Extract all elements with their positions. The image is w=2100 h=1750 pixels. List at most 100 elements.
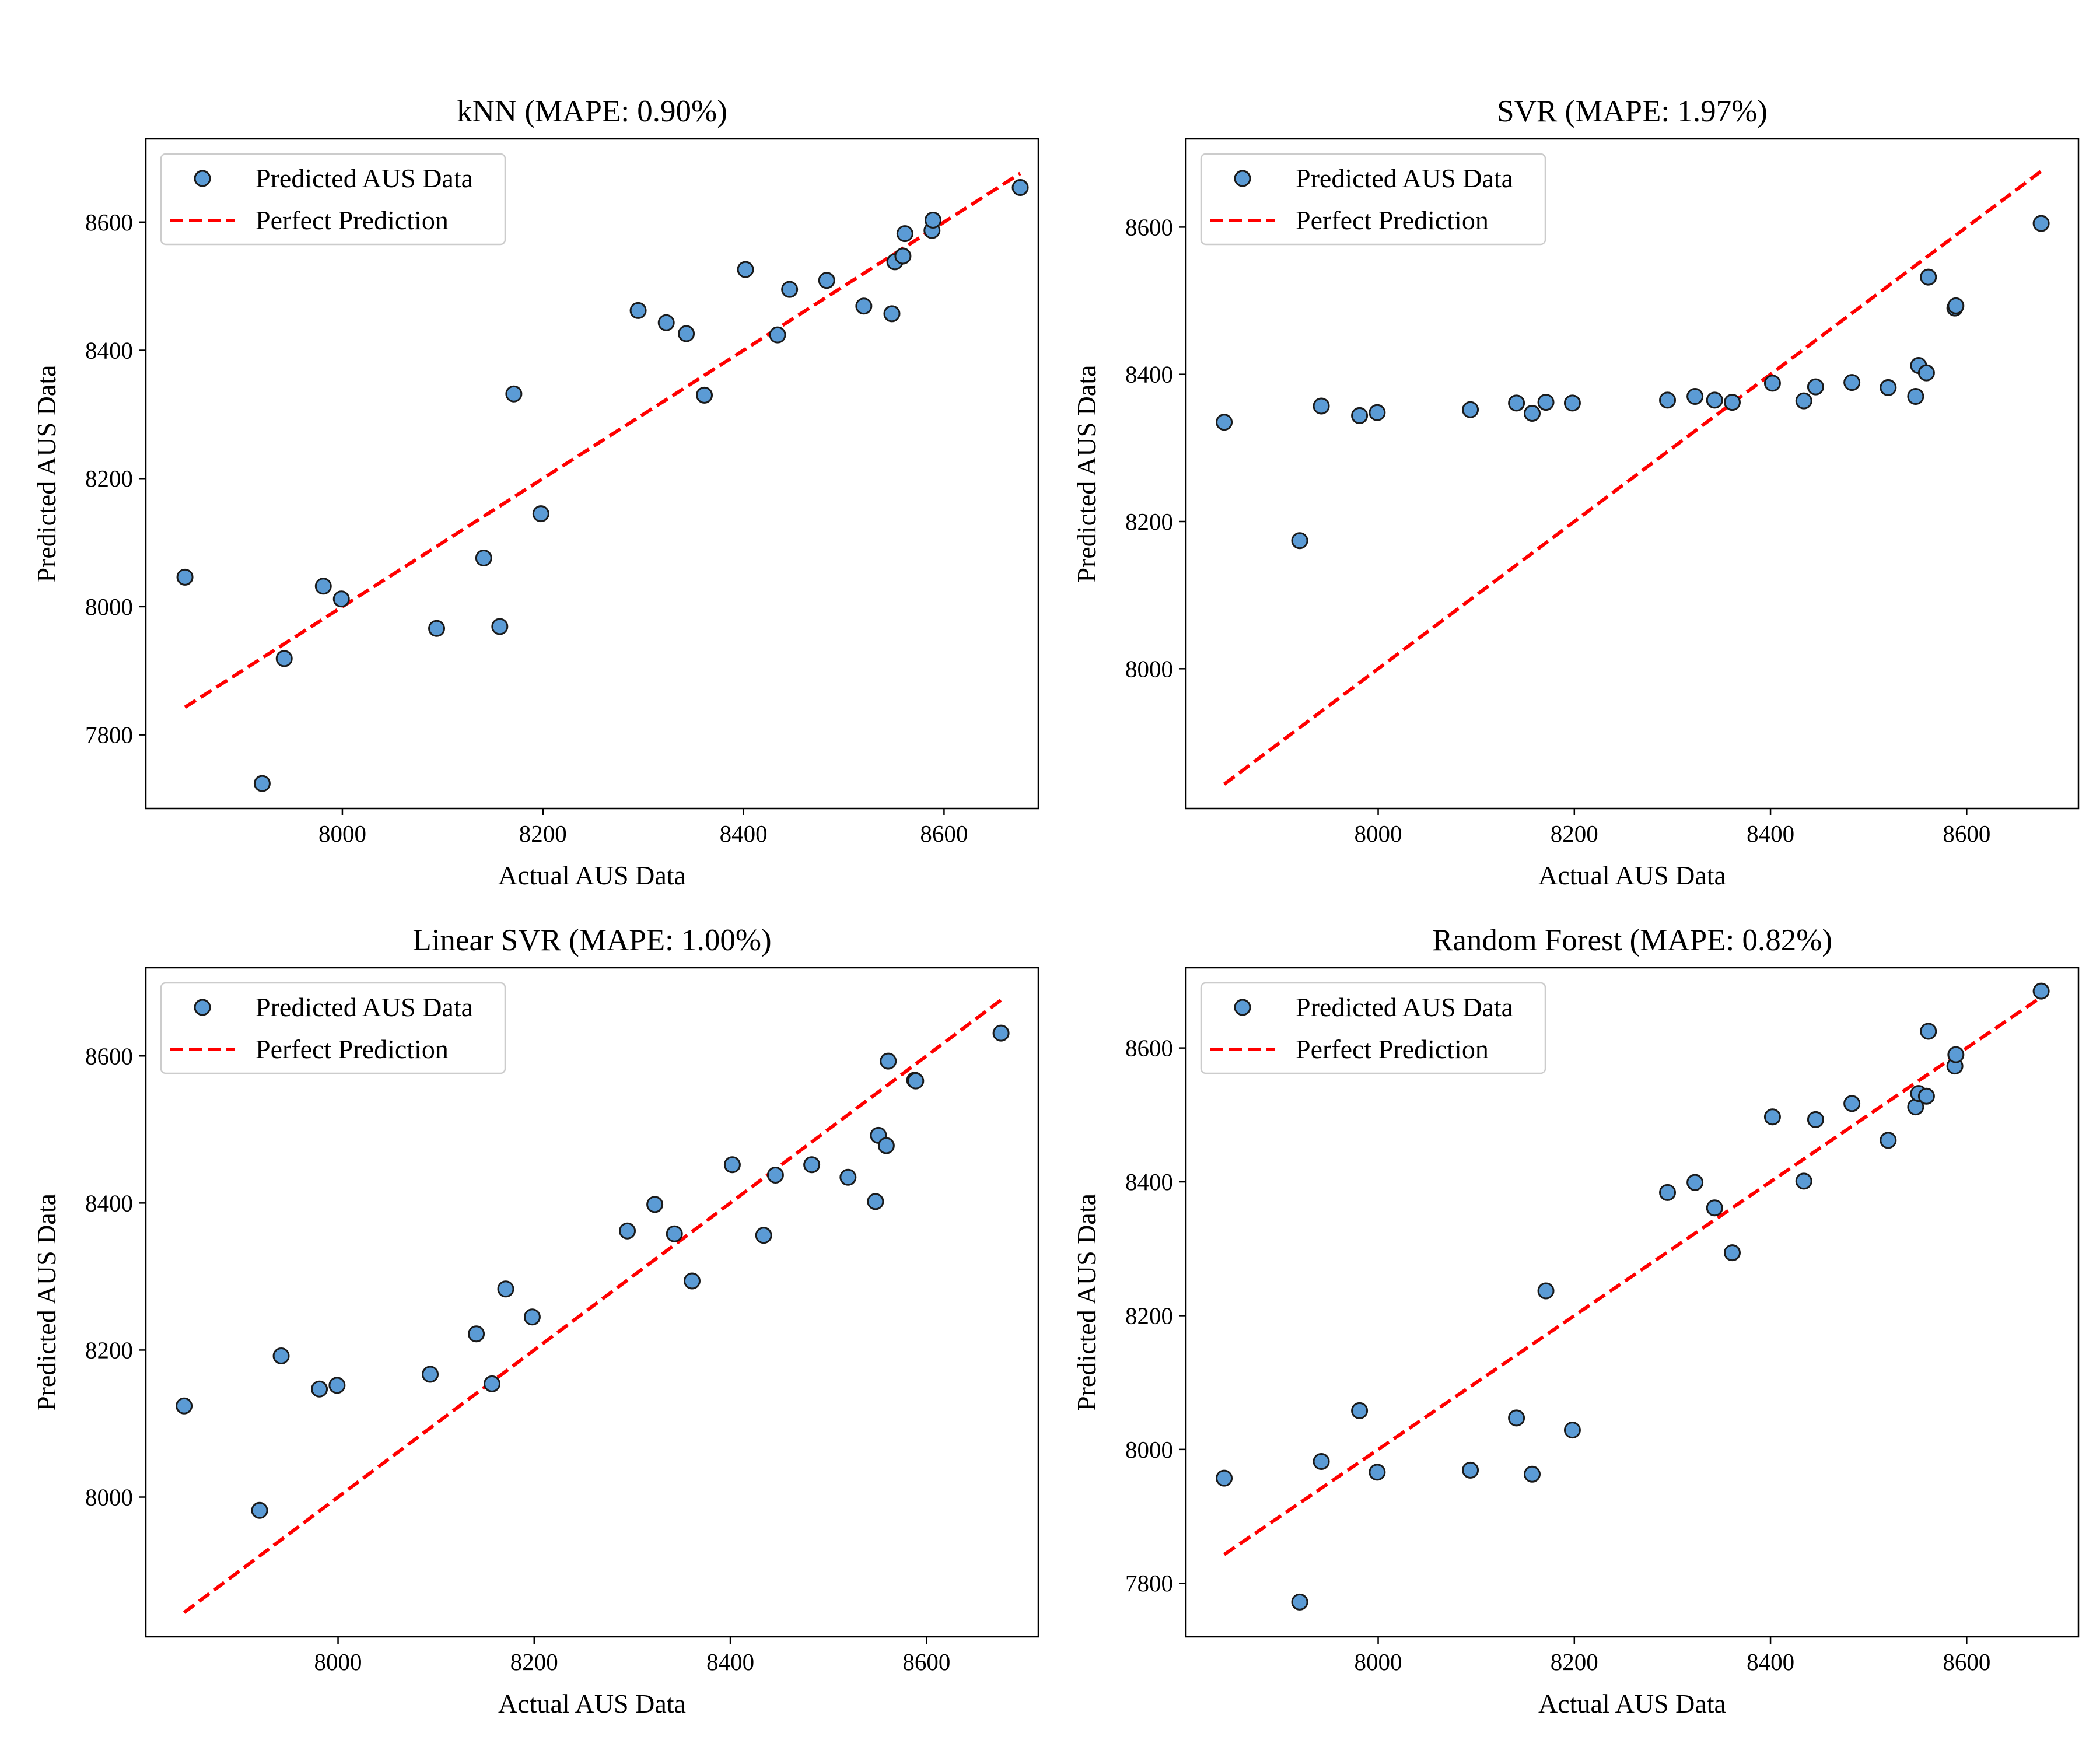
y-tick-label: 8400 <box>1125 361 1173 388</box>
data-point <box>1795 392 1812 410</box>
legend-label: Perfect Prediction <box>1296 205 1489 235</box>
perfect-prediction-line <box>1223 995 2042 1556</box>
data-point <box>678 325 695 342</box>
plot-area <box>176 999 1010 1614</box>
data-point <box>894 247 912 265</box>
data-point <box>1795 1172 1812 1190</box>
x-axis-label: Actual AUS Data <box>1538 1689 1726 1718</box>
data-point <box>696 386 713 404</box>
y-tick-label: 8600 <box>85 209 133 236</box>
y-tick-label: 8600 <box>85 1042 133 1069</box>
perfect-prediction-line <box>184 172 1021 709</box>
y-tick-label: 8600 <box>1125 1035 1173 1062</box>
data-point <box>1843 1095 1861 1112</box>
data-point <box>1686 388 1704 405</box>
y-axis-label: Predicted AUS Data <box>32 1194 61 1411</box>
data-point <box>1291 1593 1308 1611</box>
data-point <box>1763 1108 1781 1126</box>
data-point <box>1659 391 1676 409</box>
data-point <box>1508 1409 1525 1427</box>
data-point <box>1907 388 1924 405</box>
legend-box <box>160 153 506 246</box>
data-point <box>924 212 942 229</box>
data-point <box>1368 1464 1386 1481</box>
x-tick-label: 8400 <box>1746 1648 1794 1675</box>
data-point <box>1524 1465 1541 1483</box>
data-point <box>1880 379 1897 396</box>
y-tick-label: 8400 <box>85 337 133 364</box>
data-point <box>1917 1087 1935 1105</box>
data-point <box>723 1156 741 1174</box>
data-point <box>484 1375 501 1392</box>
x-tick-label: 8600 <box>1943 820 1990 847</box>
plot-area <box>1216 982 2050 1611</box>
data-point <box>1508 394 1525 412</box>
x-axis-label: Actual AUS Data <box>498 1689 686 1718</box>
legend: Predicted AUS Data Perfect Prediction <box>160 153 506 246</box>
data-point <box>328 1377 346 1394</box>
y-tick-label: 8200 <box>85 1336 133 1363</box>
plot-area <box>1216 170 2050 786</box>
data-point <box>1807 378 1824 396</box>
x-tick-label: 8600 <box>902 1648 950 1675</box>
legend-label: Predicted AUS Data <box>256 163 473 193</box>
data-point <box>992 1024 1010 1042</box>
data-point <box>769 326 786 344</box>
data-point <box>1947 1046 1965 1063</box>
y-tick-label: 8200 <box>1125 1302 1173 1329</box>
data-point <box>818 272 835 289</box>
y-tick-label: 8200 <box>1125 508 1173 535</box>
data-point <box>1880 1132 1897 1149</box>
data-point <box>428 620 446 637</box>
legend-label: Perfect Prediction <box>1296 1034 1489 1064</box>
plot-frame <box>145 138 1040 810</box>
y-tick-label: 8400 <box>85 1189 133 1216</box>
data-point <box>1706 391 1723 409</box>
data-point <box>1291 532 1308 550</box>
legend-label: Predicted AUS Data <box>256 992 473 1022</box>
data-point <box>1351 407 1368 424</box>
data-point <box>1843 374 1861 391</box>
x-tick-label: 8400 <box>720 820 768 847</box>
data-point <box>311 1380 328 1398</box>
x-tick-label: 8000 <box>314 1648 362 1675</box>
y-tick-label: 8000 <box>85 1484 133 1511</box>
data-point <box>491 618 509 635</box>
x-tick-label: 8400 <box>706 1648 754 1675</box>
y-tick-label: 8600 <box>1125 214 1173 240</box>
legend-marker-points <box>194 170 211 187</box>
data-point <box>422 1366 439 1383</box>
data-point <box>803 1156 821 1174</box>
data-point <box>781 281 799 298</box>
data-point <box>657 314 675 331</box>
y-tick-label: 8000 <box>85 593 133 620</box>
y-tick-label: 7800 <box>1125 1570 1173 1597</box>
data-point <box>1563 394 1581 412</box>
x-tick-label: 8000 <box>1354 1648 1402 1675</box>
data-point <box>907 1072 925 1090</box>
chart-panel-2: SVR (MAPE: 1.97%) 8000 8200 8400 8600 8000 820… <box>1072 94 2080 890</box>
data-point <box>896 225 914 243</box>
x-tick-label: 8200 <box>1550 820 1598 847</box>
chart-title: SVR (MAPE: 1.97%) <box>1497 94 1768 128</box>
data-point <box>755 1227 772 1244</box>
legend-box <box>160 982 506 1074</box>
legend-marker-points <box>1234 999 1251 1016</box>
data-point <box>1312 397 1330 415</box>
y-tick-label: 8000 <box>1125 655 1173 682</box>
data-point <box>1462 1461 1479 1479</box>
data-point <box>666 1225 683 1242</box>
data-point <box>1947 297 1965 314</box>
legend-label: Predicted AUS Data <box>1296 992 1513 1022</box>
chart-panel-4: Random Forest (MAPE: 0.82%) 8000 8200 8400 8… <box>1072 923 2080 1718</box>
chart-title: Random Forest (MAPE: 0.82%) <box>1432 923 1832 957</box>
data-point <box>1659 1184 1676 1201</box>
data-point <box>1216 414 1233 431</box>
data-point <box>1917 364 1935 382</box>
y-axis-label: Predicted AUS Data <box>32 365 61 582</box>
y-tick-label: 8200 <box>85 465 133 492</box>
x-tick-label: 8200 <box>510 1648 558 1675</box>
legend: Predicted AUS Data Perfect Prediction <box>1200 153 1546 246</box>
data-point <box>855 298 873 315</box>
plot-frame <box>1185 138 2080 810</box>
